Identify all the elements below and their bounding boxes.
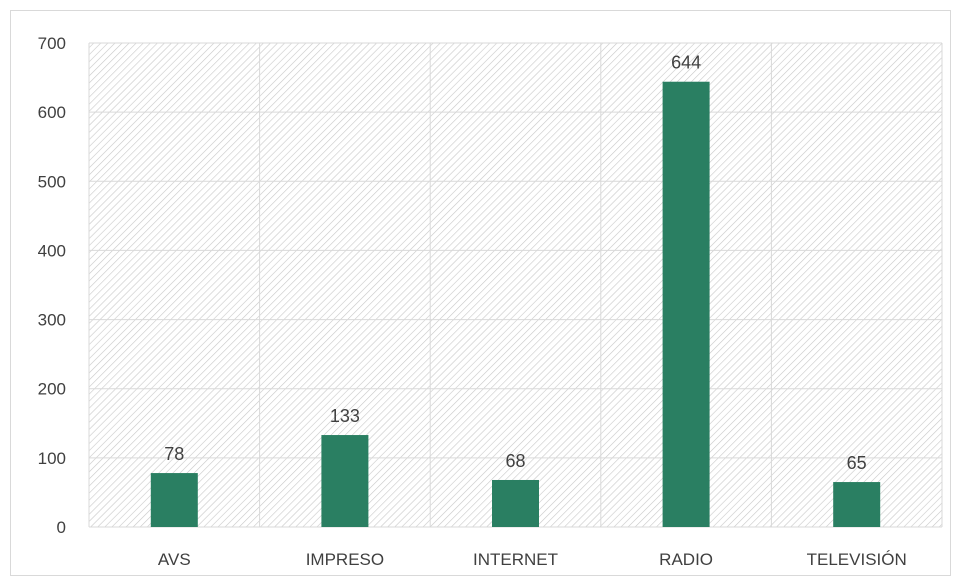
bar-impreso	[321, 435, 369, 527]
bars	[150, 81, 881, 527]
gridlines	[88, 42, 943, 528]
bar-radio	[662, 81, 710, 527]
y-tick-label: 200	[38, 380, 66, 399]
data-labels: 78 133 68 644 65	[164, 53, 866, 473]
y-tick-label: 100	[38, 449, 66, 468]
x-axis-categories: AVS IMPRESO INTERNET RADIO TELEVISIÓN	[158, 550, 907, 569]
bar-internet	[492, 479, 539, 527]
x-category-label: IMPRESO	[306, 550, 384, 569]
plot-area	[89, 43, 942, 527]
bar-televisión	[833, 482, 881, 527]
y-tick-label: 600	[38, 103, 66, 122]
chart-frame: 0 100 200 300 400 500 600 700 78 133 68 644 65 AVS I…	[10, 10, 951, 576]
y-tick-label: 400	[38, 241, 66, 260]
data-label: 78	[164, 444, 184, 464]
x-category-label: AVS	[158, 550, 191, 569]
bar-avs	[150, 473, 198, 527]
x-category-label: INTERNET	[473, 550, 558, 569]
data-label: 68	[505, 451, 525, 471]
y-tick-label: 0	[57, 518, 66, 537]
y-tick-label: 300	[38, 311, 66, 330]
data-label: 65	[847, 453, 867, 473]
y-tick-label: 500	[38, 172, 66, 191]
y-axis-ticks: 0 100 200 300 400 500 600 700	[38, 34, 66, 537]
y-tick-label: 700	[38, 34, 66, 53]
x-category-label: RADIO	[659, 550, 713, 569]
x-category-label: TELEVISIÓN	[807, 550, 907, 569]
data-label: 644	[671, 53, 701, 73]
data-label: 133	[330, 406, 360, 426]
